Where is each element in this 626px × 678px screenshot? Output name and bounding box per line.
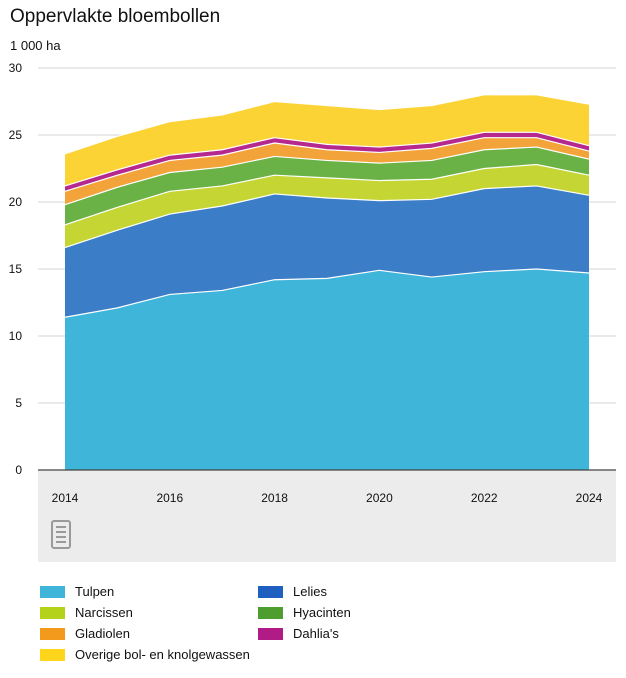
area-boundary-gladiolen — [64, 137, 590, 192]
x-tick-label: 2016 — [156, 491, 183, 505]
legend-swatch — [258, 627, 283, 640]
legend: Tulpen Lelies Narcissen Hyacinten Gladio… — [40, 584, 600, 662]
chart-svg: 0 5 10 15 20 25 30 2014 2016 2018 2020 2022 2024 — [9, 61, 616, 562]
legend-item-gladiolen: Gladiolen — [40, 626, 258, 641]
area-lelies — [65, 185, 589, 318]
legend-swatch — [40, 648, 65, 661]
x-axis-panel — [38, 470, 616, 562]
area-tulpen — [65, 269, 589, 470]
x-tick-label: 2018 — [261, 491, 288, 505]
y-axis-unit-label: 1 000 ha — [10, 38, 61, 53]
x-tick-label: 2014 — [52, 491, 79, 505]
legend-label: Gladiolen — [75, 626, 130, 641]
cbs-logo-icon — [51, 520, 71, 549]
y-tick-label: 30 — [9, 61, 23, 75]
area-overige-bol-en-knolgewassen — [65, 94, 589, 186]
y-tick-label: 5 — [15, 396, 22, 410]
area-boundary-dahlia-s — [64, 131, 590, 187]
legend-item-tulpen: Tulpen — [40, 584, 258, 599]
legend-item-overige: Overige bol- en knolgewassen — [40, 647, 258, 662]
y-tick-label: 20 — [9, 195, 23, 209]
y-tick-label: 10 — [9, 329, 23, 343]
x-tick-label: 2020 — [366, 491, 393, 505]
legend-label: Hyacinten — [293, 605, 351, 620]
legend-label: Lelies — [293, 584, 327, 599]
area-boundary-hyacinten — [64, 146, 590, 206]
area-boundary-overige-bol-en-knolgewassen — [64, 94, 590, 155]
area-narcissen — [65, 164, 589, 248]
area-gladiolen — [65, 137, 589, 205]
legend-swatch — [40, 585, 65, 598]
legend-label: Tulpen — [75, 584, 115, 599]
legend-item-lelies: Lelies — [258, 584, 518, 599]
y-tick-label: 15 — [9, 262, 23, 276]
x-tick-label: 2022 — [471, 491, 498, 505]
legend-item-hyacinten: Hyacinten — [258, 605, 518, 620]
legend-label: Overige bol- en knolgewassen — [75, 647, 250, 662]
legend-swatch — [258, 585, 283, 598]
chart-title: Oppervlakte bloembollen — [10, 6, 221, 27]
legend-item-dahlias: Dahlia's — [258, 626, 518, 641]
legend-item-narcissen: Narcissen — [40, 605, 258, 620]
legend-swatch — [40, 627, 65, 640]
area-hyacinten — [65, 147, 589, 225]
y-tick-label: 25 — [9, 128, 23, 142]
area-boundary-tulpen — [64, 268, 590, 318]
legend-swatch — [40, 606, 65, 619]
y-tick-label: 0 — [15, 463, 22, 477]
legend-label: Narcissen — [75, 605, 133, 620]
legend-label: Dahlia's — [293, 626, 339, 641]
x-tick-label: 2024 — [576, 491, 603, 505]
legend-swatch — [258, 606, 283, 619]
area-boundary-narcissen — [64, 163, 590, 226]
area-boundary-lelies — [64, 185, 590, 249]
